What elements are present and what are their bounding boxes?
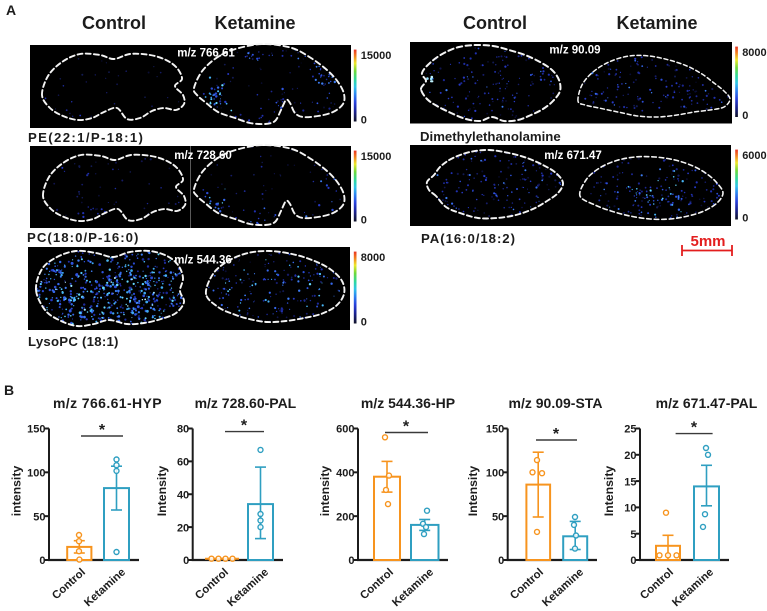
svg-text:m/z 544.36: m/z 544.36 [174,255,232,267]
svg-text:Ketamine: Ketamine [616,13,697,33]
svg-text:Control: Control [463,13,527,33]
svg-text:m/z 90.09-STA: m/z 90.09-STA [509,395,603,411]
svg-text:6000: 6000 [742,150,766,162]
svg-text:*: * [241,418,248,435]
svg-text:m/z 728.60: m/z 728.60 [174,150,232,162]
svg-text:100: 100 [27,468,45,480]
svg-text:Intensity: Intensity [155,466,169,517]
svg-text:8000: 8000 [361,252,385,264]
svg-text:40: 40 [177,489,189,501]
svg-text:0: 0 [742,212,748,224]
svg-text:80: 80 [177,424,189,436]
svg-text:*: * [553,426,560,443]
svg-text:0: 0 [630,555,636,567]
svg-text:PA(16:0/18:2): PA(16:0/18:2) [421,231,516,246]
svg-text:0: 0 [498,555,504,567]
svg-text:25: 25 [624,424,636,436]
svg-text:0: 0 [361,316,367,328]
svg-text:Control: Control [82,13,146,33]
svg-text:*: * [403,419,410,436]
svg-text:15: 15 [624,476,636,488]
svg-text:Intensity: Intensity [466,466,480,517]
svg-text:*: * [691,420,698,437]
svg-text:150: 150 [27,424,45,436]
svg-text:15000: 15000 [361,50,392,62]
svg-text:150: 150 [486,424,504,436]
svg-text:m/z 766.61-HYP: m/z 766.61-HYP [53,395,162,411]
svg-text:600: 600 [336,424,354,436]
svg-text:m/z 90.09: m/z 90.09 [549,45,600,57]
svg-text:0: 0 [348,555,354,567]
svg-text:50: 50 [492,511,504,523]
svg-text:0: 0 [183,555,189,567]
svg-text:B: B [4,382,14,398]
svg-text:0: 0 [361,114,367,126]
svg-text:intensity: intensity [10,466,24,517]
svg-text:200: 200 [336,511,354,523]
svg-text:Intensity: Intensity [602,466,616,517]
svg-text:*: * [99,422,106,439]
svg-text:10: 10 [624,503,636,515]
svg-text:20: 20 [177,522,189,534]
svg-text:400: 400 [336,468,354,480]
svg-text:5: 5 [630,529,636,541]
svg-text:m/z 671.47-PAL: m/z 671.47-PAL [656,395,758,411]
svg-text:0: 0 [39,555,45,567]
svg-text:intensity: intensity [318,466,332,517]
svg-text:PC(18:0/P-16:0): PC(18:0/P-16:0) [27,230,140,245]
svg-text:20: 20 [624,450,636,462]
svg-text:m/z 544.36-HP: m/z 544.36-HP [361,395,455,411]
svg-text:50: 50 [33,511,45,523]
svg-text:5mm: 5mm [690,233,725,250]
svg-text:100: 100 [486,468,504,480]
svg-text:Dimethylethanolamine: Dimethylethanolamine [420,129,561,144]
svg-text:Ketamine: Ketamine [214,13,295,33]
svg-text:LysoPC (18:1): LysoPC (18:1) [28,334,119,349]
svg-text:0: 0 [742,110,748,122]
svg-text:0: 0 [361,214,367,226]
svg-text:15000: 15000 [361,151,392,163]
svg-text:m/z 766.61: m/z 766.61 [177,48,235,60]
svg-text:8000: 8000 [742,47,766,59]
svg-text:m/z 728.60-PAL: m/z 728.60-PAL [195,395,297,411]
svg-text:PE(22:1/P-18:1): PE(22:1/P-18:1) [28,130,144,145]
svg-text:A: A [6,2,16,18]
svg-text:m/z 671.47: m/z 671.47 [544,150,602,162]
svg-text:60: 60 [177,457,189,469]
